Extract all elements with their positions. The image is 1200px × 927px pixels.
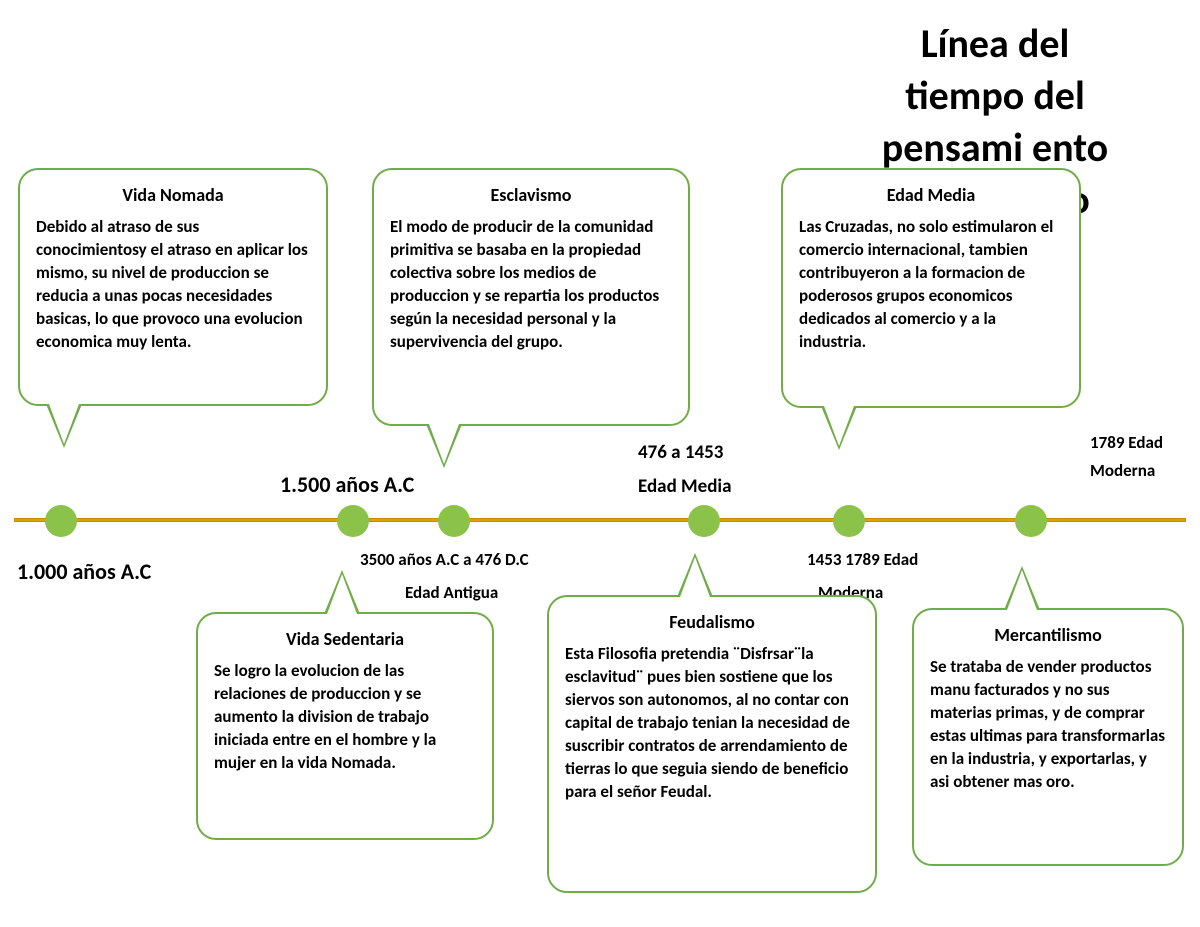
bubble-body: Se trataba de vender productos manu fact…: [930, 656, 1166, 794]
bubble-title: Feudalismo: [565, 611, 859, 633]
bubble-tail-fill: [49, 404, 79, 444]
bubble-esclavismo: Esclavismo El modo de producir de la comu…: [372, 168, 690, 426]
bubble-vida-sedentaria: Vida Sedentaria Se logro la evolucion de …: [196, 612, 494, 840]
bubble-title: Vida Sedentaria: [214, 628, 476, 650]
bubble-body: Debido al atraso de sus conocimientosy e…: [36, 216, 310, 354]
timeline-dot: [1015, 505, 1047, 537]
timeline-label: Moderna: [1090, 460, 1155, 481]
timeline-dot: [45, 505, 77, 537]
bubble-mercantilismo: Mercantilismo Se trataba de vender produc…: [912, 608, 1184, 866]
timeline-dot: [337, 505, 369, 537]
bubble-tail-fill: [680, 557, 710, 597]
bubble-title: Edad Media: [799, 184, 1063, 206]
bubble-feudalismo: Feudalismo Esta Filosofia pretendia ¨Disf…: [547, 595, 877, 893]
bubble-vida-nomada: Vida Nomada Debido al atraso de sus conoc…: [18, 168, 328, 406]
timeline-label: 3500 años A.C a 476 D.C: [360, 549, 529, 570]
timeline-bar: [14, 518, 1186, 522]
timeline-label: 1.500 años A.C: [280, 471, 414, 499]
timeline-label: 1.000 años A.C: [17, 558, 151, 586]
bubble-tail-fill: [1007, 570, 1037, 610]
bubble-tail-fill: [429, 424, 459, 464]
timeline-label: 476 a 1453: [638, 441, 723, 465]
timeline-label: Edad Media: [638, 475, 731, 499]
timeline-label: 1453 1789 Edad: [807, 549, 918, 570]
bubble-title: Esclavismo: [390, 184, 672, 206]
timeline-dot: [438, 505, 470, 537]
timeline-dot: [833, 505, 865, 537]
bubble-body: El modo de producir de la comunidad prim…: [390, 216, 672, 354]
timeline-label: 1789 Edad: [1090, 432, 1163, 453]
timeline-label: Edad Antigua: [405, 582, 498, 603]
bubble-title: Vida Nomada: [36, 184, 310, 206]
bubble-tail-fill: [327, 574, 357, 614]
bubble-edad-media: Edad Media Las Cruzadas, no solo estimula…: [781, 168, 1081, 408]
timeline-dot: [688, 505, 720, 537]
bubble-body: Esta Filosofia pretendia ¨Disfrsar¨la es…: [565, 643, 859, 804]
bubble-title: Mercantilismo: [930, 624, 1166, 646]
bubble-body: Las Cruzadas, no solo estimularon el com…: [799, 216, 1063, 354]
bubble-body: Se logro la evolucion de las relaciones …: [214, 660, 476, 775]
bubble-tail-fill: [824, 406, 854, 446]
